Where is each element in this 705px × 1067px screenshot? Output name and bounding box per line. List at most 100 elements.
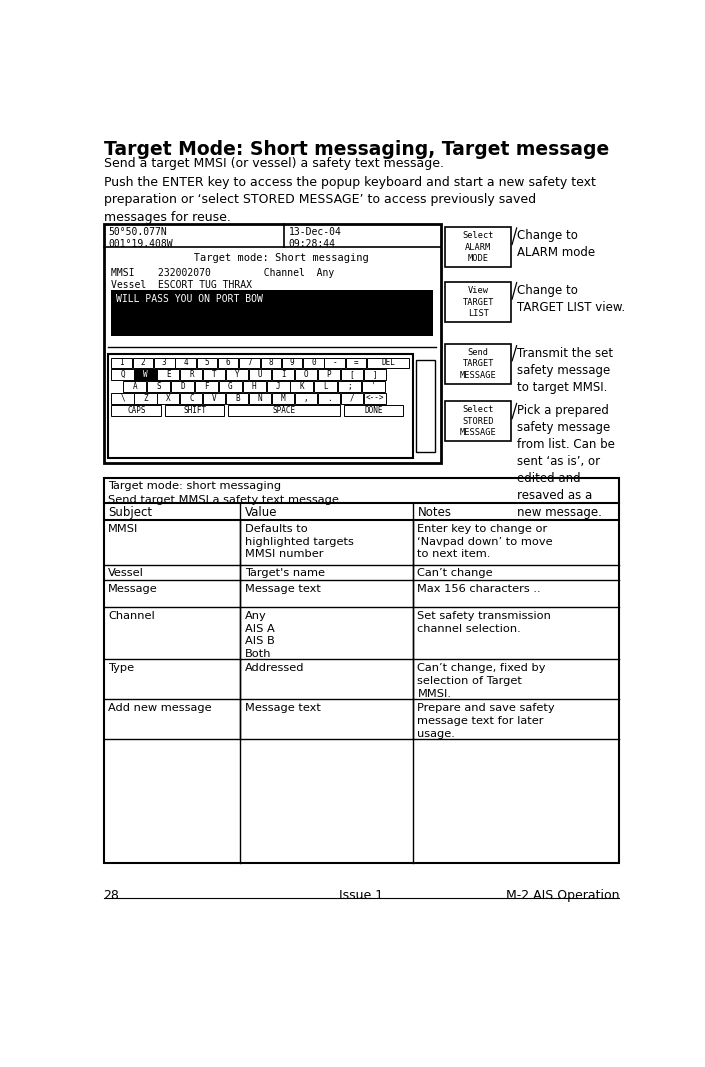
- Text: SHIFT: SHIFT: [183, 405, 207, 415]
- Text: Pick a prepared
safety message
from list. Can be
sent ‘as is’, or
edited and
res: Pick a prepared safety message from list…: [517, 404, 615, 520]
- Text: WILL PASS YOU ON PORT BOW: WILL PASS YOU ON PORT BOW: [116, 293, 263, 304]
- Text: 5: 5: [204, 357, 209, 367]
- Text: Add new message: Add new message: [109, 703, 212, 713]
- Text: Message text: Message text: [245, 584, 321, 594]
- Bar: [226, 369, 248, 380]
- Text: Prepare and save safety
message text for later
usage.: Prepare and save safety message text for…: [417, 703, 555, 738]
- Bar: [341, 394, 363, 403]
- Bar: [203, 369, 226, 380]
- Bar: [219, 381, 242, 392]
- Bar: [111, 405, 161, 416]
- Bar: [203, 394, 226, 403]
- Text: 3: 3: [162, 357, 166, 367]
- Text: ;: ;: [348, 382, 352, 391]
- Text: Message: Message: [109, 584, 158, 594]
- Bar: [344, 405, 403, 416]
- Bar: [261, 357, 281, 368]
- Text: S: S: [157, 382, 161, 391]
- Bar: [446, 282, 511, 322]
- Bar: [318, 394, 340, 403]
- Bar: [154, 357, 175, 368]
- Text: P: P: [326, 370, 331, 379]
- Text: X: X: [166, 394, 171, 402]
- Text: M-2 AIS Operation: M-2 AIS Operation: [505, 889, 619, 902]
- Bar: [364, 394, 386, 403]
- Text: Z: Z: [143, 394, 148, 402]
- Text: Channel: Channel: [109, 610, 155, 621]
- Text: Send a target MMSI (or vessel) a safety text message.: Send a target MMSI (or vessel) a safety …: [104, 157, 443, 170]
- Bar: [346, 357, 367, 368]
- Text: =: =: [354, 357, 358, 367]
- Bar: [367, 357, 409, 368]
- Text: Change to
ALARM mode: Change to ALARM mode: [517, 229, 596, 259]
- Text: 9: 9: [290, 357, 295, 367]
- Bar: [197, 357, 217, 368]
- Text: Any
AIS A
AIS B
Both: Any AIS A AIS B Both: [245, 610, 275, 659]
- Bar: [135, 369, 157, 380]
- Bar: [318, 369, 340, 380]
- Text: Push the ENTER key to access the popup keyboard and start a new safety text
prep: Push the ENTER key to access the popup k…: [104, 176, 596, 224]
- Bar: [157, 369, 180, 380]
- Text: U: U: [258, 370, 262, 379]
- Text: 2: 2: [140, 357, 145, 367]
- Text: D: D: [180, 382, 185, 391]
- Text: Subject: Subject: [109, 506, 152, 520]
- Text: A: A: [133, 382, 137, 391]
- Bar: [416, 360, 434, 452]
- Text: Send
TARGET
MESSAGE: Send TARGET MESSAGE: [460, 348, 497, 380]
- Text: R: R: [189, 370, 194, 379]
- Bar: [324, 357, 345, 368]
- Text: V: V: [212, 394, 216, 402]
- Bar: [176, 357, 196, 368]
- Text: Addressed: Addressed: [245, 664, 305, 673]
- Text: 7: 7: [247, 357, 252, 367]
- Text: Target Mode: Short messaging, Target message: Target Mode: Short messaging, Target mes…: [104, 140, 609, 159]
- Bar: [111, 369, 133, 380]
- Text: 4: 4: [183, 357, 188, 367]
- Bar: [147, 381, 171, 392]
- Text: Q: Q: [120, 370, 125, 379]
- Bar: [157, 394, 180, 403]
- Bar: [195, 381, 218, 392]
- Bar: [135, 394, 157, 403]
- Text: MMSI: MMSI: [109, 524, 139, 534]
- Text: Set safety transmission
channel selection.: Set safety transmission channel selectio…: [417, 610, 551, 634]
- Text: SPACE: SPACE: [273, 405, 296, 415]
- Bar: [446, 344, 511, 384]
- Text: MMSI    232002070         Channel  Any: MMSI 232002070 Channel Any: [111, 268, 335, 278]
- Text: Message text: Message text: [245, 703, 321, 713]
- Text: ': ': [372, 382, 376, 391]
- Text: Can’t change: Can’t change: [417, 569, 493, 578]
- Text: \: \: [120, 394, 125, 402]
- Text: 6: 6: [226, 357, 231, 367]
- Text: [: [: [350, 370, 355, 379]
- Text: /: /: [350, 394, 355, 402]
- Text: K: K: [300, 382, 305, 391]
- Text: View
TARGET
LIST: View TARGET LIST: [462, 286, 494, 318]
- Bar: [133, 357, 153, 368]
- Bar: [249, 369, 271, 380]
- Bar: [446, 401, 511, 442]
- Text: ]: ]: [373, 370, 377, 379]
- Bar: [218, 357, 238, 368]
- Text: 13-Dec-04
09:28:44: 13-Dec-04 09:28:44: [288, 226, 341, 249]
- Text: .: .: [326, 394, 331, 402]
- Bar: [290, 381, 314, 392]
- Text: <-->: <-->: [366, 394, 384, 402]
- Text: N: N: [258, 394, 262, 402]
- Bar: [282, 357, 302, 368]
- Bar: [341, 369, 363, 380]
- Text: 28: 28: [104, 889, 120, 902]
- Bar: [228, 405, 341, 416]
- Text: Vessel: Vessel: [109, 569, 144, 578]
- Text: T: T: [212, 370, 216, 379]
- Text: Target's name: Target's name: [245, 569, 325, 578]
- Bar: [249, 394, 271, 403]
- Text: W: W: [143, 370, 148, 379]
- Text: B: B: [235, 394, 240, 402]
- Text: Issue 1: Issue 1: [339, 889, 384, 902]
- Bar: [362, 381, 385, 392]
- Text: Change to
TARGET LIST view.: Change to TARGET LIST view.: [517, 284, 625, 314]
- Text: 50°50.077N
001°19.408W: 50°50.077N 001°19.408W: [109, 226, 173, 249]
- Bar: [226, 394, 248, 403]
